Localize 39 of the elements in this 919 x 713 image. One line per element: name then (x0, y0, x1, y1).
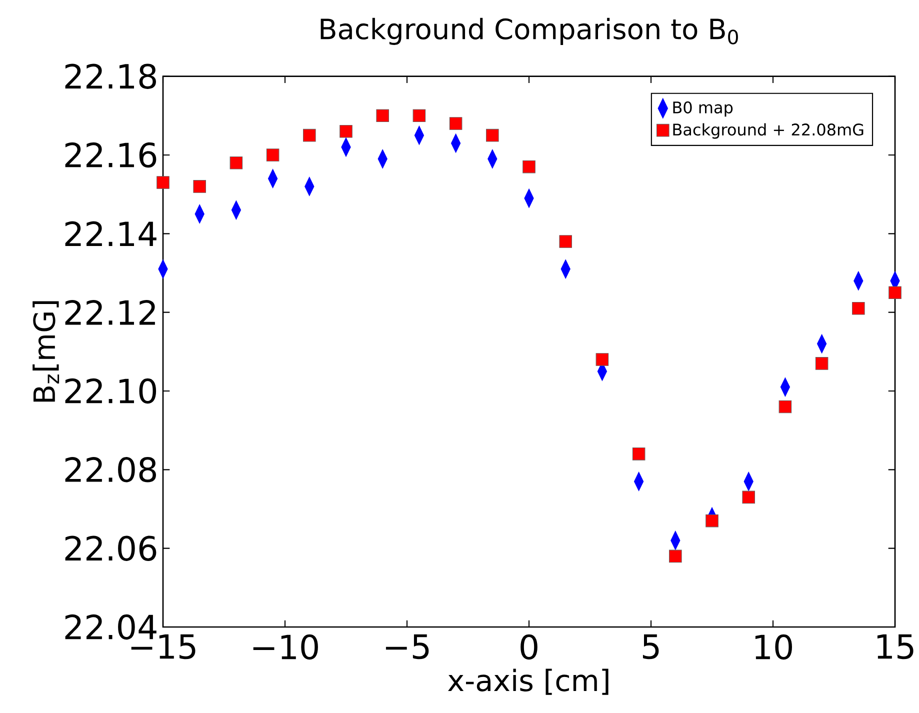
x-tick-label: 5 (642, 634, 659, 660)
point (596, 353, 609, 366)
point (852, 302, 865, 315)
point (815, 357, 828, 370)
point (559, 235, 572, 248)
point (742, 490, 756, 504)
point (412, 109, 426, 122)
y-tick-label: 22.12 (65, 300, 155, 325)
point (669, 550, 682, 563)
x-tick-label: −5 (386, 634, 429, 660)
point (522, 160, 536, 174)
point (193, 180, 206, 193)
point (303, 128, 316, 142)
x-tick-label: 10 (755, 634, 792, 660)
point (340, 124, 352, 138)
point (706, 514, 718, 528)
y-tick-label: 22.08 (65, 457, 156, 482)
point (376, 109, 390, 122)
x-axis-title: x-axis [cm] (448, 668, 608, 695)
point (486, 128, 499, 142)
point (632, 448, 646, 460)
y-axis-title: B$_{z}$[mG] (32, 301, 60, 402)
y-tick-label: 22.16 (65, 142, 156, 168)
point (230, 156, 243, 170)
x-tick-label: −10 (253, 634, 318, 660)
y-tick-label: 22.10 (65, 378, 156, 404)
chart-title: Background Comparison to B$_{0}$ (320, 18, 738, 45)
y-tick-label: 22.14 (65, 221, 156, 246)
point (266, 148, 280, 162)
point (156, 176, 170, 189)
point (449, 117, 462, 130)
point (888, 286, 902, 300)
legend-label: B0 map (673, 101, 733, 117)
x-tick-label: 0 (520, 634, 538, 660)
y-tick-label: 22.06 (65, 536, 156, 561)
y-tick-label: 22.18 (65, 64, 156, 89)
legend-label: Background + 22.08mG (673, 123, 864, 139)
point (778, 400, 792, 414)
x-tick-label: 15 (877, 634, 914, 660)
